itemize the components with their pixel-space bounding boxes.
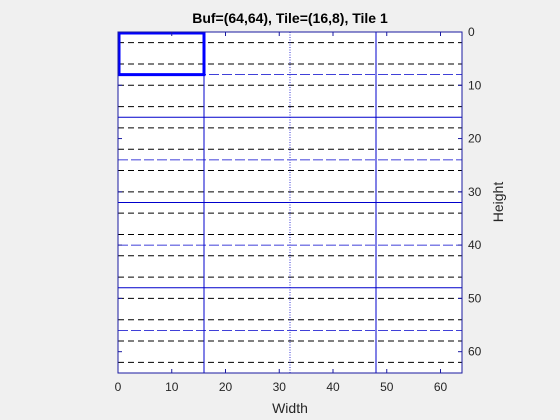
x-tick-label: 20 bbox=[219, 380, 233, 394]
highlighted-tile bbox=[117, 31, 206, 77]
y-tick-label: 20 bbox=[468, 132, 482, 146]
highlighted-tile-layer bbox=[117, 31, 206, 77]
x-axis-label: Width bbox=[272, 400, 308, 416]
y-tick-label: 30 bbox=[468, 185, 482, 199]
x-tick-label: 10 bbox=[165, 380, 179, 394]
y-tick-label: 60 bbox=[468, 345, 482, 359]
x-tick-label: 60 bbox=[434, 380, 448, 394]
grid-lines bbox=[118, 32, 462, 373]
y-tick-label: 10 bbox=[468, 78, 482, 92]
x-tick-label: 0 bbox=[115, 380, 122, 394]
y-tick-label: 50 bbox=[468, 291, 482, 305]
axis-ticks: 0 10 20 30 40 50 60 0 10 20 30 40 50 60 bbox=[115, 25, 482, 394]
x-tick-label: 40 bbox=[326, 380, 340, 394]
y-tick-label: 0 bbox=[468, 25, 475, 39]
axes-frame bbox=[117, 31, 463, 374]
x-tick-label: 50 bbox=[380, 380, 394, 394]
chart-title: Buf=(64,64), Tile=(16,8), Tile 1 bbox=[192, 10, 388, 26]
y-tick-label: 40 bbox=[468, 238, 482, 252]
y-axis-label: Height bbox=[490, 182, 506, 223]
plot-axes: 0 10 20 30 40 50 60 0 10 20 30 40 50 60 bbox=[115, 25, 482, 394]
x-tick-label: 30 bbox=[273, 380, 287, 394]
